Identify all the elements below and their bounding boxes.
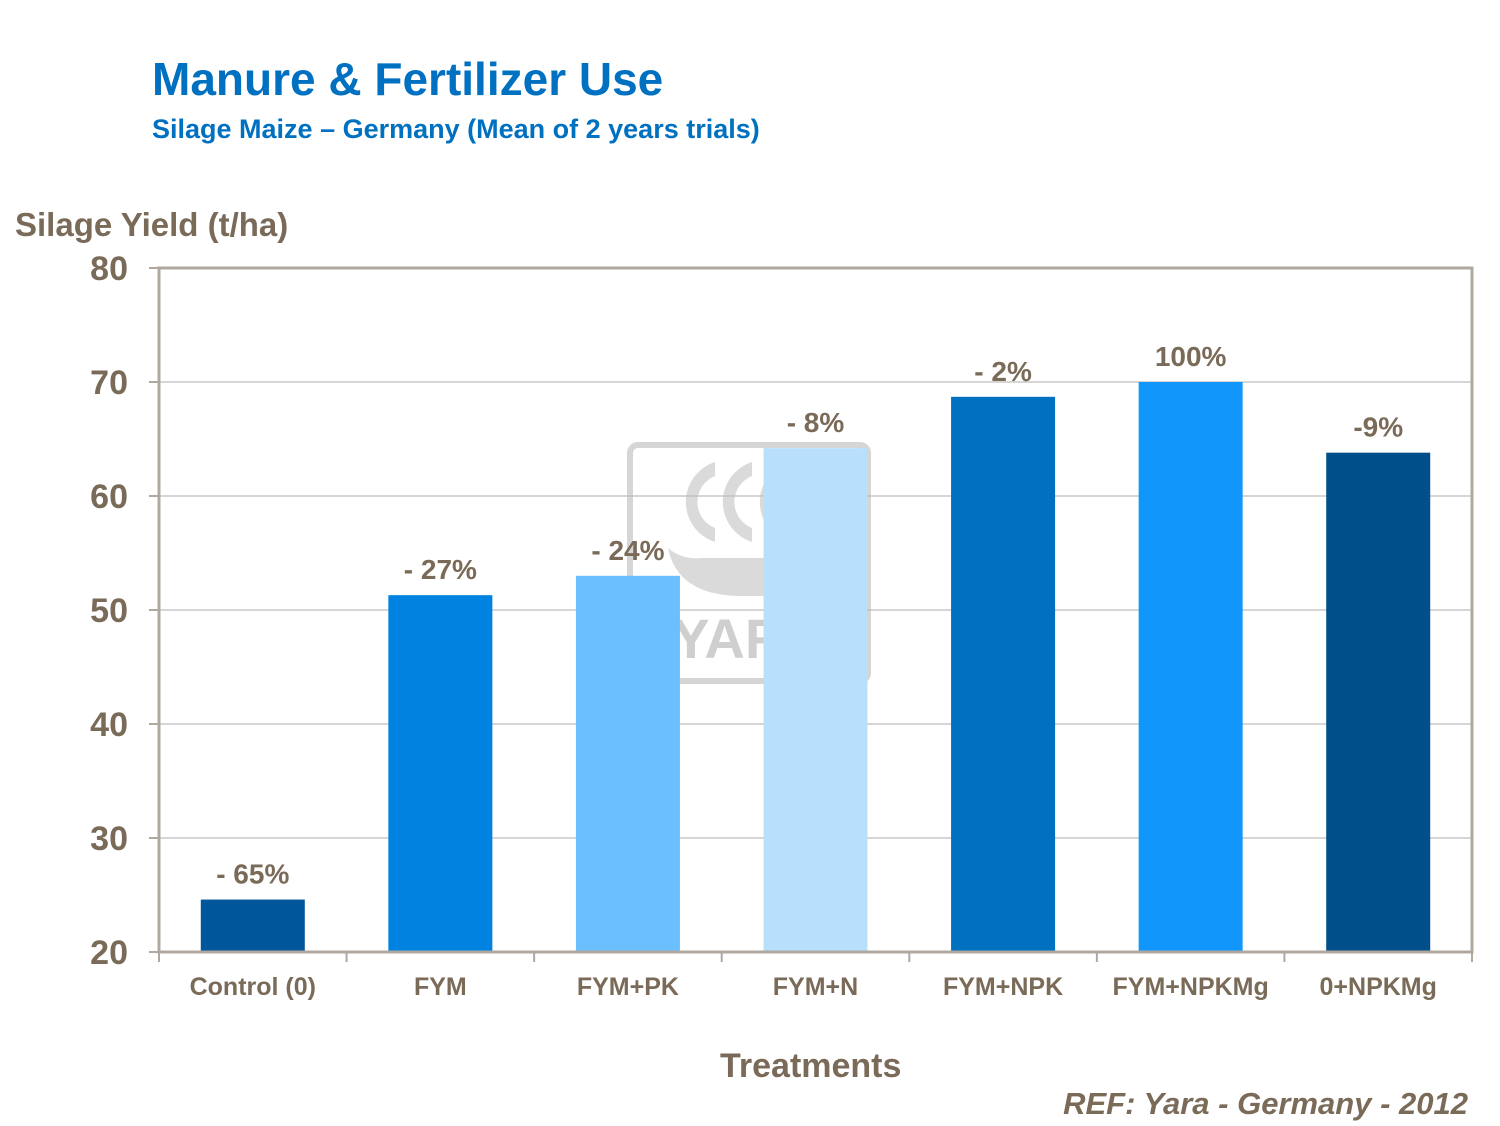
bar-data-label: - 2% xyxy=(974,356,1032,387)
x-tick-label: FYM+NPKMg xyxy=(1113,973,1269,1001)
source-reference: REF: Yara - Germany - 2012 xyxy=(1063,1086,1468,1121)
bar xyxy=(200,899,305,952)
y-tick-label: 20 xyxy=(90,934,128,972)
y-tick-label: 30 xyxy=(90,820,128,858)
x-tick-label: FYM+PK xyxy=(577,973,679,1001)
bar xyxy=(1326,452,1431,952)
y-tick-label: 50 xyxy=(90,592,128,630)
x-tick-label: FYM+N xyxy=(773,973,858,1001)
bar-data-label: - 24% xyxy=(591,535,664,566)
bar xyxy=(388,595,493,952)
bar-data-label: -9% xyxy=(1353,412,1403,443)
y-tick-label: 80 xyxy=(90,250,128,288)
data-labels: - 65% - 27% - 24% - 8% - 2% 100% -9% xyxy=(216,341,1403,890)
x-tick-label: FYM xyxy=(414,973,467,1001)
axes: 20 30 40 50 60 70 80 Control (0) FYM FYM+PK FYM+N F… xyxy=(90,250,1473,1001)
bar-data-label: - 65% xyxy=(216,859,289,890)
x-tick-label: 0+NPKMg xyxy=(1320,973,1437,1001)
chart-subtitle: Silage Maize – Germany (Mean of 2 years … xyxy=(152,114,760,144)
bar-data-label: - 27% xyxy=(404,554,477,585)
bar xyxy=(1138,382,1243,952)
bars xyxy=(200,382,1431,952)
y-tick-label: 40 xyxy=(90,706,128,744)
x-tick-label: FYM+NPK xyxy=(943,973,1063,1001)
x-tick-label: Control (0) xyxy=(190,973,316,1001)
bar-data-label: - 8% xyxy=(787,407,845,438)
bar xyxy=(763,448,868,952)
y-tick-label: 70 xyxy=(90,364,128,402)
y-tick-label: 60 xyxy=(90,478,128,516)
x-axis-label: Treatments xyxy=(720,1047,902,1085)
y-axis-label: Silage Yield (t/ha) xyxy=(15,206,289,243)
bar xyxy=(575,575,680,952)
chart-title: Manure & Fertilizer Use xyxy=(152,53,664,105)
bar-data-label: 100% xyxy=(1155,341,1227,372)
bar xyxy=(951,396,1056,952)
